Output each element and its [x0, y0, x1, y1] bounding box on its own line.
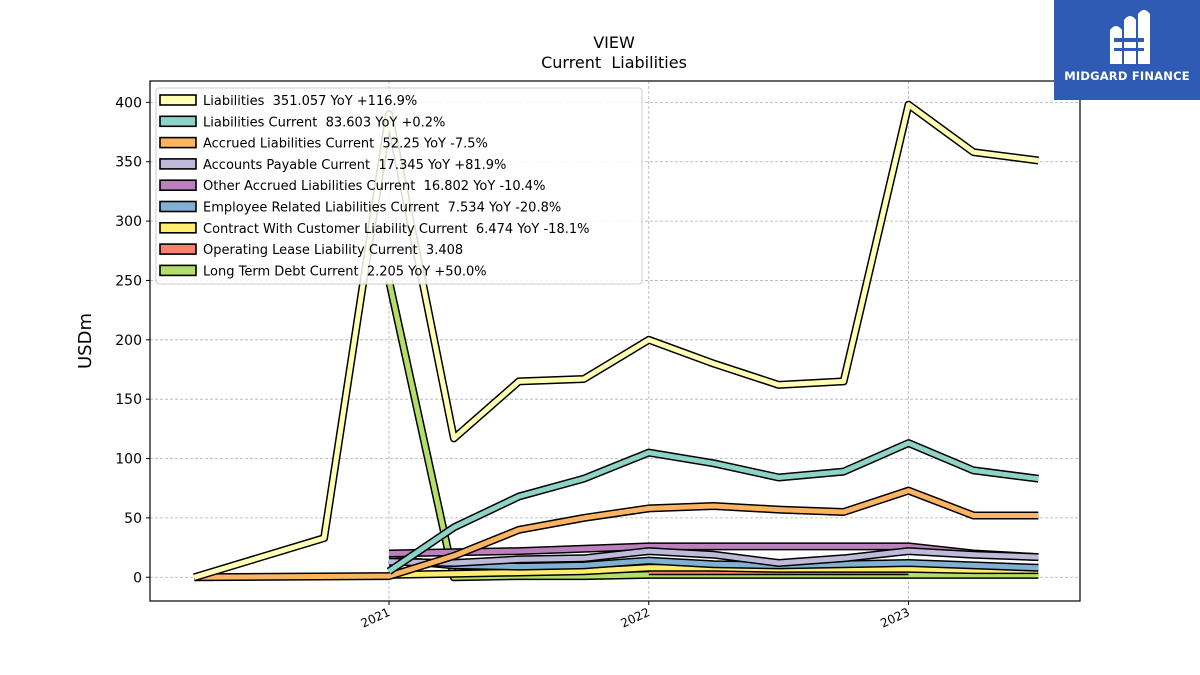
series-line [385, 279, 1039, 582]
x-tick-label: 2023 [878, 605, 912, 631]
chart-title: VIEW [593, 33, 635, 52]
y-tick-label: 0 [133, 570, 142, 586]
legend-swatch [159, 158, 197, 170]
y-tick-label: 150 [115, 392, 142, 408]
legend-entry: Contract With Customer Liability Current… [203, 222, 589, 237]
y-tick-label: 350 [115, 155, 142, 171]
series-lines [193, 100, 1039, 582]
plot-frame [149, 80, 1081, 602]
y-tick-label: 200 [115, 333, 142, 349]
legend-entry: Accounts Payable Current 17.345 YoY +81.… [203, 158, 506, 173]
legend-entry: Liabilities 351.057 YoY +116.9% [203, 94, 417, 109]
series-line [388, 555, 1039, 572]
series-line [386, 439, 1039, 575]
x-tick-label: 2022 [618, 605, 652, 631]
legend-entry: Liabilities Current 83.603 YoY +0.2% [203, 115, 445, 130]
axes: 0 50 100 150 200 250 300 350 400 2021 2022 2023 USDm [75, 80, 1081, 631]
y-tick-label: 250 [115, 273, 142, 289]
legend-entry: Employee Related Liabilities Current 7.5… [203, 201, 561, 216]
legend: Liabilities 351.057 YoY +116.9% Liabiliti… [155, 87, 643, 285]
legend-swatch [159, 179, 197, 191]
series-line [194, 486, 1039, 582]
legend-swatch [159, 200, 197, 213]
y-tick-label: 50 [124, 511, 142, 527]
y-tick-label: 300 [115, 214, 142, 230]
series-line [388, 547, 1039, 567]
legend-swatch [159, 94, 197, 106]
y-axis-label: USDm [75, 313, 96, 369]
legend-box [155, 87, 643, 285]
legend-swatch [159, 136, 197, 149]
legend-entry: Other Accrued Liabilities Current 16.802… [203, 179, 545, 194]
legend-swatch [159, 115, 197, 128]
midgard-logo-icon [1110, 10, 1150, 64]
legend-entry: Long Term Debt Current 2.205 YoY +50.0% [203, 264, 487, 279]
brand-name: MIDGARD FINANCE [1064, 69, 1190, 83]
legend-swatch [159, 222, 197, 234]
legend-swatch [159, 243, 197, 255]
chart-subtitle: Current Liabilities [541, 53, 687, 72]
legend-entry: Operating Lease Liability Current 3.408 [203, 243, 463, 258]
x-tick-label: 2021 [359, 605, 393, 631]
y-tick-label: 100 [115, 452, 142, 468]
y-tick-label: 400 [115, 95, 142, 111]
legend-swatch [159, 264, 197, 277]
legend-entry: Accrued Liabilities Current 52.25 YoY -7… [203, 137, 488, 152]
brand-logo: MIDGARD FINANCE [1054, 0, 1200, 100]
